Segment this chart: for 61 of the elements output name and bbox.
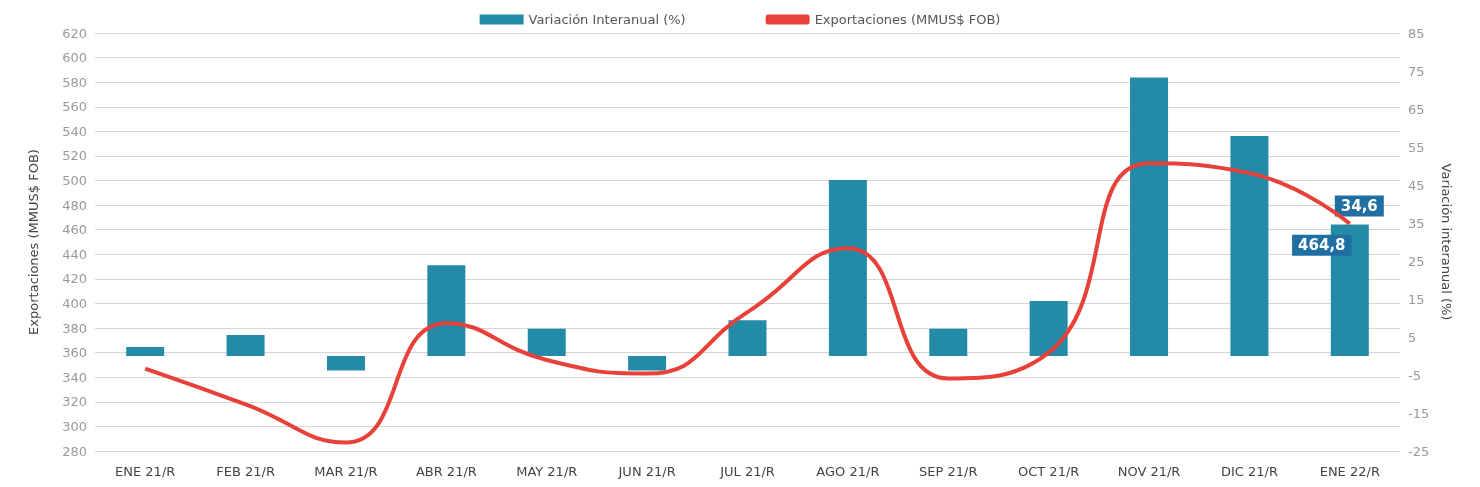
bar (828, 180, 867, 356)
x-tick-label: AGO 21/R (816, 464, 880, 479)
y-tick-label: 520 (62, 148, 87, 164)
bar (929, 328, 968, 356)
x-tick-label: OCT 21/R (1017, 464, 1080, 479)
y2-tick-label: 65 (1408, 101, 1425, 117)
y-tick-label: 440 (62, 246, 87, 262)
y-tick-label: 320 (62, 394, 87, 410)
legend-label: Variación Interanual (%) (528, 12, 686, 27)
x-tick-label: FEB 21/R (216, 464, 275, 479)
y-tick-label: 620 (62, 25, 87, 41)
y-axis-title: Exportaciones (MMUS$ FOB) (26, 149, 41, 335)
y-tick-label: 560 (62, 99, 87, 115)
y-tick-label: 420 (62, 271, 87, 287)
y2-tick-label: 15 (1408, 291, 1425, 307)
bar (1029, 300, 1068, 356)
bar (126, 346, 165, 356)
x-tick-label: MAR 21/R (314, 464, 378, 479)
bar (326, 356, 365, 371)
data-label: 464,8 (1298, 236, 1346, 255)
x-tick-label: NOV 21/R (1117, 464, 1181, 479)
y-tick-label: 600 (62, 50, 87, 66)
y2-tick-label: -5 (1408, 367, 1421, 383)
y-tick-label: 280 (62, 443, 87, 459)
bar (527, 328, 566, 356)
bar (1230, 135, 1269, 356)
y-tick-label: 580 (62, 74, 87, 90)
bar (226, 335, 265, 356)
y-tick-label: 300 (62, 418, 87, 434)
x-tick-label: JUL 21/R (719, 464, 775, 479)
y2-tick-label: 85 (1408, 25, 1425, 41)
x-tick-label: ENE 22/R (1319, 464, 1380, 479)
y2-tick-label: 5 (1408, 329, 1417, 345)
y-tick-label: 480 (62, 197, 87, 213)
bar (427, 265, 466, 356)
y2-tick-label: 45 (1408, 177, 1425, 193)
y2-tick-label: 75 (1408, 63, 1425, 79)
y-tick-label: 340 (62, 369, 87, 385)
x-tick-label: ENE 21/R (115, 464, 176, 479)
y-tick-label: 400 (62, 295, 87, 311)
bar (728, 320, 767, 356)
legend-label: Exportaciones (MMUS$ FOB) (814, 12, 1001, 27)
y2-tick-label: 35 (1408, 215, 1425, 231)
y-tick-label: 540 (62, 123, 87, 139)
bar (628, 356, 667, 371)
y-tick-label: 460 (62, 222, 87, 238)
x-tick-label: MAY 21/R (516, 464, 578, 479)
bar (1130, 77, 1169, 356)
y-tick-label: 360 (62, 345, 87, 361)
x-tick-label: DIC 21/R (1220, 464, 1278, 479)
y-tick-label: 500 (62, 173, 87, 189)
y2-tick-label: -25 (1408, 443, 1430, 459)
y2-axis-title: Variación interanual (%) (1439, 163, 1455, 321)
data-label: 34,6 (1340, 197, 1378, 216)
x-tick-label: ABR 21/R (415, 464, 477, 479)
y-tick-label: 380 (62, 320, 87, 336)
x-tick-label: JUN 21/R (617, 464, 676, 479)
y2-tick-label: 55 (1408, 139, 1425, 155)
y2-tick-label: -15 (1408, 405, 1430, 421)
x-tick-label: SEP 21/R (919, 464, 978, 479)
y2-tick-label: 25 (1408, 253, 1425, 269)
